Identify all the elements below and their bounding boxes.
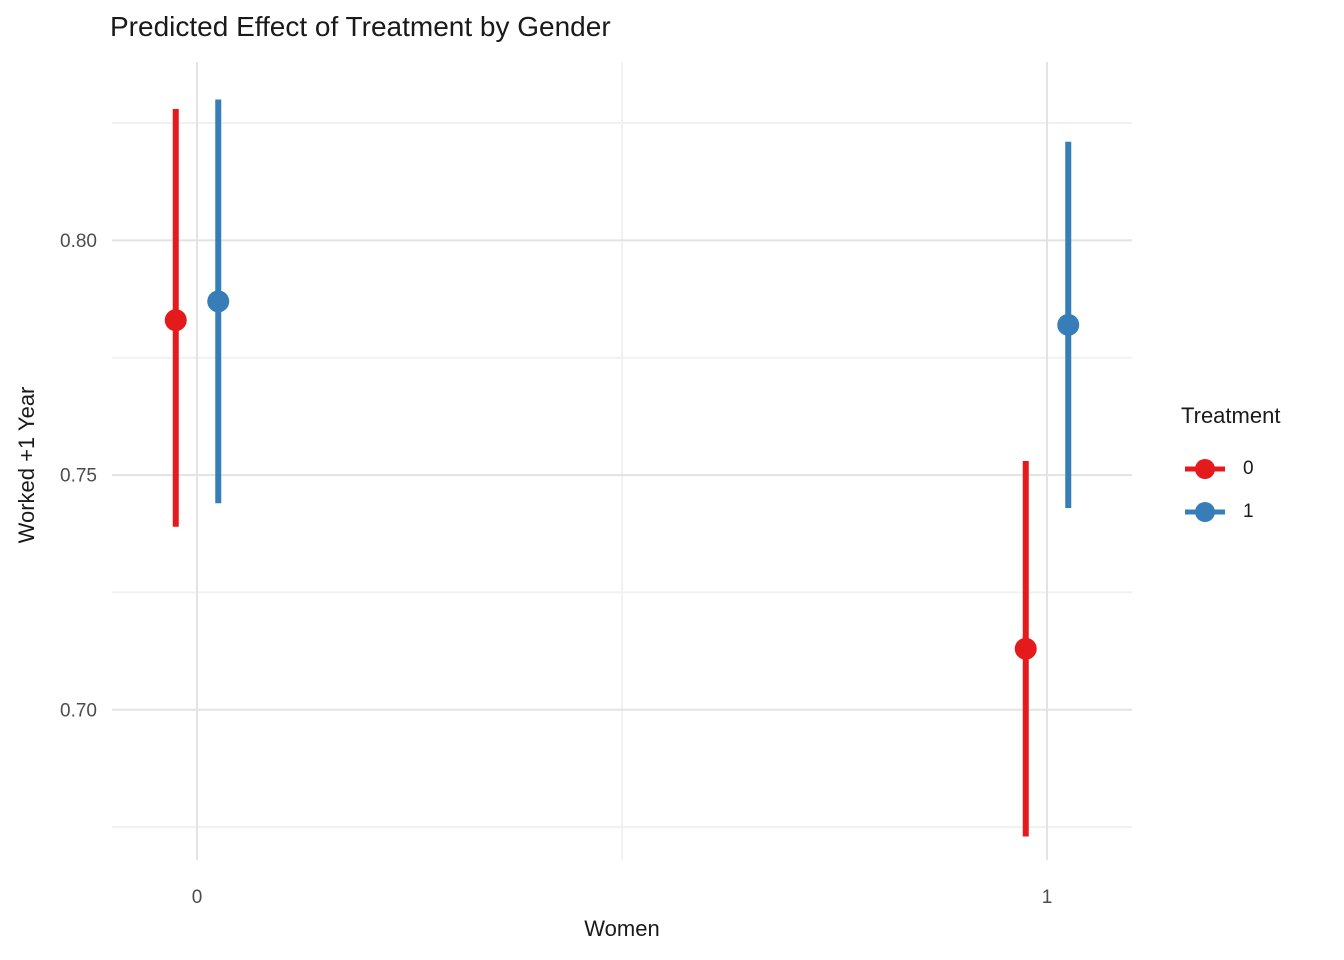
legend-key-icon: [1185, 458, 1225, 479]
y-tick-label: 0.75: [60, 466, 97, 487]
legend-entry-label: 1: [1243, 500, 1254, 522]
point-estimate-treatment-0: [1014, 637, 1037, 660]
point-estimate-treatment-1: [207, 290, 230, 313]
y-tick-label: 0.80: [60, 231, 97, 252]
legend-entry-0: 0: [1185, 447, 1280, 490]
point-estimate-treatment-0: [164, 309, 187, 332]
x-tick-label: 0: [192, 887, 203, 908]
point-estimate-treatment-1: [1057, 313, 1080, 336]
legend-entry-1: 1: [1185, 490, 1280, 533]
legend-title: Treatment: [1181, 403, 1281, 428]
chart-title: Predicted Effect of Treatment by Gender: [110, 11, 611, 42]
legend-key-icon: [1185, 501, 1225, 522]
y-tick-label: 0.70: [60, 700, 97, 721]
x-axis-title: Women: [584, 916, 660, 941]
x-tick-label: 1: [1042, 887, 1053, 908]
legend-entry-label: 0: [1243, 457, 1254, 479]
